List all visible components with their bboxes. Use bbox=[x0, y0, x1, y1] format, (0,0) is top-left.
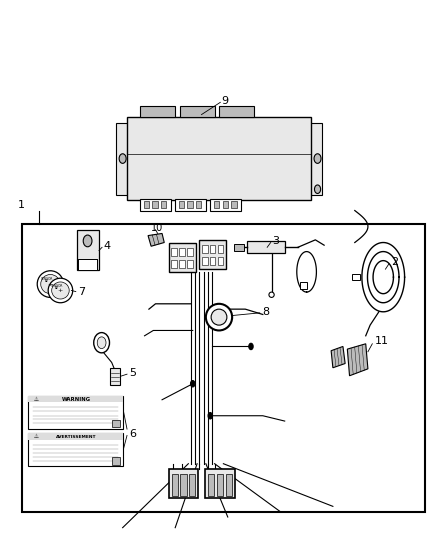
Bar bbox=[218, 257, 223, 265]
Text: 6: 6 bbox=[129, 430, 136, 439]
Bar bbox=[214, 201, 219, 208]
Bar bbox=[187, 201, 193, 208]
Bar bbox=[179, 248, 185, 256]
Text: +: + bbox=[48, 281, 53, 287]
Bar bbox=[205, 469, 235, 498]
Text: +: + bbox=[58, 288, 63, 293]
Bar bbox=[112, 420, 120, 427]
Bar bbox=[175, 199, 206, 211]
Bar bbox=[127, 117, 311, 200]
Ellipse shape bbox=[94, 333, 110, 353]
Ellipse shape bbox=[208, 413, 212, 419]
Ellipse shape bbox=[206, 304, 232, 330]
Bar bbox=[210, 257, 215, 265]
Bar bbox=[208, 474, 214, 496]
Ellipse shape bbox=[52, 282, 69, 299]
Ellipse shape bbox=[314, 154, 321, 164]
Bar bbox=[112, 457, 120, 465]
Text: 5: 5 bbox=[129, 368, 136, 378]
Bar bbox=[179, 260, 185, 268]
Ellipse shape bbox=[48, 278, 73, 303]
Bar bbox=[219, 106, 254, 117]
Bar bbox=[226, 474, 232, 496]
Polygon shape bbox=[148, 233, 164, 246]
Bar bbox=[218, 245, 223, 253]
Bar bbox=[247, 241, 285, 253]
Bar bbox=[199, 240, 226, 269]
Bar bbox=[180, 474, 187, 496]
Text: ⚠: ⚠ bbox=[33, 397, 39, 402]
Ellipse shape bbox=[97, 337, 106, 349]
Bar bbox=[202, 257, 208, 265]
Bar bbox=[161, 201, 166, 208]
Bar bbox=[152, 201, 158, 208]
Ellipse shape bbox=[83, 235, 92, 247]
Bar bbox=[78, 259, 97, 270]
Text: A2: A2 bbox=[55, 286, 59, 290]
Bar bbox=[172, 474, 178, 496]
Bar bbox=[352, 274, 360, 280]
Bar bbox=[300, 282, 307, 289]
Ellipse shape bbox=[119, 154, 126, 164]
Bar bbox=[179, 201, 184, 208]
Bar bbox=[210, 245, 215, 253]
Text: 2: 2 bbox=[391, 257, 398, 267]
Bar bbox=[217, 474, 223, 496]
Bar bbox=[116, 123, 129, 195]
Text: 10: 10 bbox=[151, 223, 163, 233]
Ellipse shape bbox=[191, 381, 195, 387]
Text: WARNING: WARNING bbox=[62, 397, 91, 402]
Ellipse shape bbox=[37, 271, 64, 297]
Bar bbox=[169, 243, 196, 272]
Ellipse shape bbox=[314, 185, 321, 193]
Bar bbox=[309, 123, 322, 195]
Bar bbox=[77, 230, 99, 270]
Text: 9: 9 bbox=[221, 96, 228, 106]
Text: SENSOR: SENSOR bbox=[41, 277, 53, 281]
Bar bbox=[187, 260, 193, 268]
Bar bbox=[22, 224, 425, 512]
Ellipse shape bbox=[41, 274, 60, 294]
Ellipse shape bbox=[269, 292, 274, 297]
Bar bbox=[140, 199, 171, 211]
Text: 1: 1 bbox=[18, 200, 25, 210]
Bar bbox=[234, 244, 244, 251]
Bar bbox=[223, 201, 228, 208]
Bar bbox=[28, 396, 123, 429]
Bar bbox=[144, 201, 149, 208]
Bar bbox=[140, 106, 175, 117]
Text: 8: 8 bbox=[262, 307, 269, 317]
Bar bbox=[28, 433, 123, 440]
Ellipse shape bbox=[249, 343, 253, 350]
Polygon shape bbox=[331, 346, 345, 368]
Text: A2: A2 bbox=[45, 279, 49, 284]
Text: SENSOR: SENSOR bbox=[51, 284, 63, 288]
Bar bbox=[180, 106, 215, 117]
Bar bbox=[202, 245, 208, 253]
Bar bbox=[210, 199, 241, 211]
Text: ⚠: ⚠ bbox=[33, 434, 39, 439]
Text: 11: 11 bbox=[374, 336, 389, 346]
Bar bbox=[171, 248, 177, 256]
Bar bbox=[110, 368, 120, 385]
Text: 4: 4 bbox=[104, 241, 111, 251]
Ellipse shape bbox=[211, 309, 227, 325]
Bar bbox=[189, 474, 195, 496]
Bar bbox=[171, 260, 177, 268]
Polygon shape bbox=[347, 344, 368, 376]
Bar bbox=[231, 201, 237, 208]
Bar bbox=[196, 201, 201, 208]
Text: 7: 7 bbox=[78, 287, 85, 297]
Bar bbox=[187, 248, 193, 256]
Bar bbox=[28, 433, 123, 466]
Text: 3: 3 bbox=[272, 236, 279, 246]
Bar bbox=[28, 396, 123, 402]
Text: AVERTISSEMENT: AVERTISSEMENT bbox=[57, 434, 97, 439]
Bar bbox=[169, 469, 198, 498]
